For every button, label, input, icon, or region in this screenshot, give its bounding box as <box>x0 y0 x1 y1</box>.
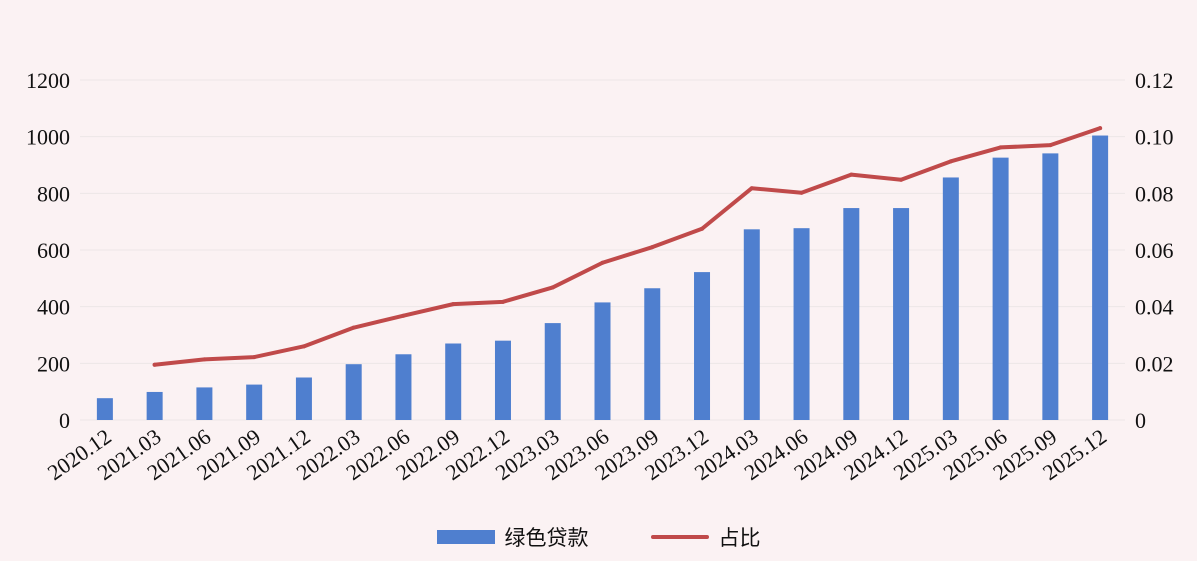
bar[interactable] <box>843 208 860 420</box>
bar[interactable] <box>1042 153 1059 420</box>
line-point[interactable] <box>998 145 1003 150</box>
legend-swatch-line <box>650 535 709 539</box>
bar[interactable] <box>644 288 661 420</box>
bar[interactable] <box>793 228 810 420</box>
line-point[interactable] <box>600 260 605 265</box>
line-point[interactable] <box>749 186 754 191</box>
bar[interactable] <box>992 157 1009 420</box>
legend-label-line: 占比 <box>718 526 761 550</box>
bar[interactable] <box>743 229 760 420</box>
line-point[interactable] <box>1098 126 1103 131</box>
line-point[interactable] <box>152 362 157 367</box>
bar[interactable] <box>594 302 611 420</box>
line-point[interactable] <box>899 177 904 182</box>
x-axis: 2020.122021.032021.062021.092021.122022.… <box>43 424 1111 485</box>
bar[interactable] <box>893 208 910 420</box>
line-point[interactable] <box>252 355 257 360</box>
series-line[interactable] <box>152 126 1103 367</box>
bar[interactable] <box>494 340 511 420</box>
legend: 绿色贷款 占比 <box>0 520 1197 554</box>
line-point[interactable] <box>351 325 356 330</box>
bar[interactable] <box>295 377 312 421</box>
line-point[interactable] <box>500 299 505 304</box>
line-point[interactable] <box>301 344 306 349</box>
y-tick-label-left: 0 <box>59 408 70 433</box>
line-point[interactable] <box>202 357 207 362</box>
bar[interactable] <box>146 391 163 420</box>
bar[interactable] <box>395 354 412 420</box>
y-tick-label-right: 0.12 <box>1135 68 1174 93</box>
bar[interactable] <box>544 323 561 420</box>
line-point[interactable] <box>451 302 456 307</box>
y-tick-label-right: 0.10 <box>1135 125 1174 150</box>
legend-item-line[interactable]: 占比 <box>650 522 761 552</box>
y-tick-label-left: 1200 <box>26 68 70 93</box>
y-tick-label-right: 0.06 <box>1135 238 1174 263</box>
legend-item-bar[interactable]: 绿色贷款 <box>436 522 589 552</box>
y-axis-right: 0 0.02 0.04 0.06 0.08 0.10 0.12 <box>1135 68 1174 433</box>
line-point[interactable] <box>1048 143 1053 148</box>
line-point[interactable] <box>948 159 953 164</box>
bar[interactable] <box>246 384 263 420</box>
bar[interactable] <box>96 398 113 420</box>
y-tick-label-left: 800 <box>37 181 70 206</box>
y-tick-label-left: 1000 <box>26 125 70 150</box>
y-axis-left: 0 200 400 600 800 1000 1200 <box>26 68 70 433</box>
bars-series <box>96 135 1109 421</box>
y-tick-label-left: 600 <box>37 238 70 263</box>
line-point[interactable] <box>799 190 804 195</box>
legend-label-bar: 绿色贷款 <box>504 526 589 550</box>
y-tick-label-right: 0.02 <box>1135 351 1174 376</box>
bar[interactable] <box>345 364 362 420</box>
y-tick-label-right: 0 <box>1135 408 1146 433</box>
line-point[interactable] <box>550 285 555 290</box>
line-point[interactable] <box>700 226 705 231</box>
bar[interactable] <box>445 343 462 421</box>
bar[interactable] <box>196 387 213 420</box>
y-tick-label-right: 0.04 <box>1135 295 1174 320</box>
y-tick-label-right: 0.08 <box>1135 181 1174 206</box>
line-point[interactable] <box>650 245 655 250</box>
bar[interactable] <box>942 177 959 420</box>
y-tick-label-left: 200 <box>37 351 70 376</box>
line-point[interactable] <box>849 172 854 177</box>
bar[interactable] <box>1092 135 1109 421</box>
legend-swatch-bar <box>436 530 495 544</box>
y-tick-label-left: 400 <box>37 295 70 320</box>
bar[interactable] <box>694 272 711 420</box>
line-series <box>152 126 1103 367</box>
line-point[interactable] <box>401 313 406 318</box>
